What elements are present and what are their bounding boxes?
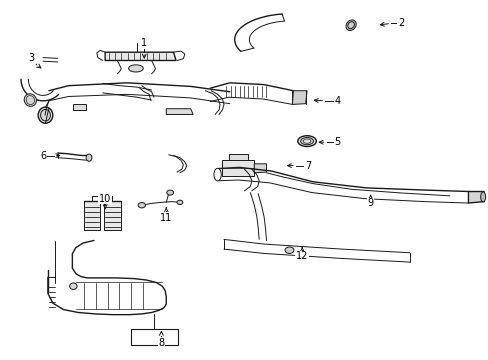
Text: 1: 1 xyxy=(141,38,147,48)
Polygon shape xyxy=(292,91,306,104)
Text: 3: 3 xyxy=(29,53,35,63)
Ellipse shape xyxy=(69,283,77,289)
Polygon shape xyxy=(254,164,266,173)
Ellipse shape xyxy=(297,136,316,147)
Text: 2: 2 xyxy=(397,18,403,28)
Polygon shape xyxy=(73,104,85,110)
Ellipse shape xyxy=(24,94,37,106)
Polygon shape xyxy=(468,192,483,203)
Ellipse shape xyxy=(480,192,485,202)
Ellipse shape xyxy=(86,154,92,161)
Text: 8: 8 xyxy=(158,338,164,348)
Ellipse shape xyxy=(285,247,293,253)
Ellipse shape xyxy=(128,65,143,72)
Text: 12: 12 xyxy=(295,251,308,261)
Polygon shape xyxy=(105,52,176,60)
Ellipse shape xyxy=(166,190,173,195)
Ellipse shape xyxy=(177,200,183,204)
Polygon shape xyxy=(84,201,100,230)
Ellipse shape xyxy=(346,20,355,31)
Text: 5: 5 xyxy=(334,137,340,147)
Text: 4: 4 xyxy=(334,96,340,106)
Polygon shape xyxy=(222,160,254,176)
Text: 11: 11 xyxy=(160,213,172,223)
Text: 9: 9 xyxy=(367,198,373,208)
Ellipse shape xyxy=(38,107,53,123)
Text: 7: 7 xyxy=(305,161,310,171)
Text: 6: 6 xyxy=(40,150,46,161)
Polygon shape xyxy=(103,201,121,230)
Ellipse shape xyxy=(138,202,145,208)
Bar xyxy=(131,329,177,345)
Polygon shape xyxy=(166,109,193,114)
Text: 10: 10 xyxy=(99,194,111,204)
Polygon shape xyxy=(228,154,248,160)
